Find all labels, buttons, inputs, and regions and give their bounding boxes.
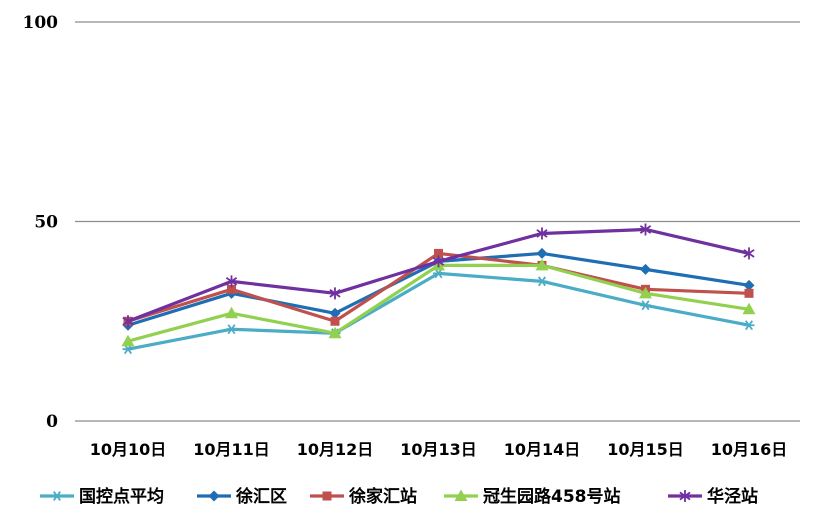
data-point <box>640 300 651 311</box>
data-point <box>227 284 236 294</box>
x-tick-label: 10月16日 <box>711 440 788 459</box>
legend-item: 徐汇区 <box>197 486 287 507</box>
x-tick-label: 10月14日 <box>504 440 581 459</box>
data-point <box>535 258 549 271</box>
y-tick-label: 0 <box>46 412 58 432</box>
y-tick-label: 50 <box>34 213 58 233</box>
data-point <box>225 275 238 288</box>
data-point <box>536 276 548 287</box>
data-point <box>743 247 755 260</box>
legend-swatch-marker <box>679 490 691 502</box>
data-point <box>639 223 652 236</box>
data-point <box>330 316 340 326</box>
data-point <box>121 334 135 347</box>
data-point <box>226 324 237 335</box>
data-point <box>743 320 755 331</box>
y-tick-label: 100 <box>23 13 59 33</box>
legend: 国控点平均 徐汇区 徐家汇站 冠生园路458号站 华泾站 <box>40 486 758 507</box>
legend-item: 华泾站 <box>668 486 758 507</box>
data-point <box>122 315 134 328</box>
gridlines <box>75 21 800 223</box>
legend-swatch-marker <box>51 491 63 501</box>
x-tick-label: 10月15日 <box>607 440 684 459</box>
legend-label: 徐汇区 <box>235 486 287 507</box>
series-4 <box>122 223 755 328</box>
data-point <box>433 268 444 279</box>
data-point <box>329 307 341 319</box>
legend-label: 华泾站 <box>707 486 758 507</box>
x-tick-label: 10月13日 <box>400 440 477 459</box>
x-tick-label: 10月12日 <box>297 440 374 459</box>
legend-label: 徐家汇站 <box>348 486 417 507</box>
legend-item: 冠生园路458号站 <box>444 486 621 507</box>
y-axis-tick-labels: 0 50 100 <box>23 13 59 432</box>
data-point <box>536 227 548 240</box>
legend-swatch-marker <box>454 489 468 501</box>
legend-label: 国控点平均 <box>79 486 164 507</box>
data-point <box>225 306 238 319</box>
legend-label: 冠生园路458号站 <box>483 486 621 507</box>
data-point <box>536 247 548 259</box>
data-point <box>744 288 754 298</box>
legend-item: 国控点平均 <box>40 486 164 507</box>
legend-swatch-marker <box>208 490 220 502</box>
x-tick-label: 10月11日 <box>193 440 270 459</box>
x-axis: 10月10日 10月11日 10月12日 10月13日 10月14日 10月15日 10月1… <box>75 420 800 459</box>
data-point <box>432 255 445 268</box>
legend-item: 徐家汇站 <box>310 486 417 507</box>
series-0 <box>122 268 755 355</box>
data-point <box>329 287 341 300</box>
series-layer <box>121 223 756 355</box>
data-point <box>640 263 651 275</box>
data-point <box>122 344 134 355</box>
x-tick-label: 10月10日 <box>90 440 167 459</box>
data-point <box>639 286 652 299</box>
data-point <box>743 279 755 291</box>
data-point <box>434 248 443 258</box>
data-point <box>742 302 756 315</box>
legend-swatch-marker <box>322 491 332 501</box>
data-point <box>328 326 342 339</box>
